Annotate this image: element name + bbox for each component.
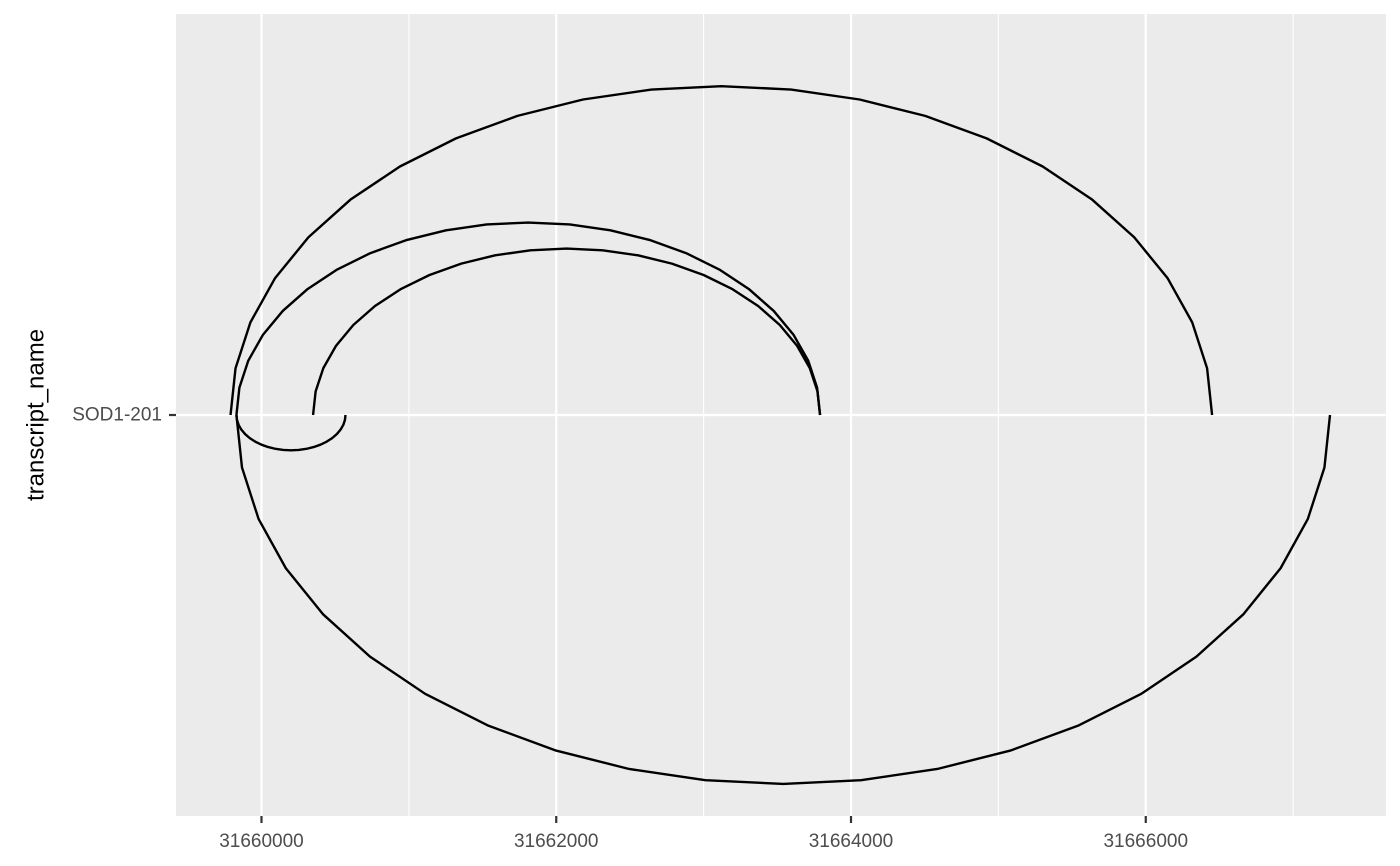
junction-arc <box>235 414 347 452</box>
x-tick-label: 31662000 <box>514 831 599 852</box>
y-axis: SOD1-201 <box>72 405 176 426</box>
junction-arc <box>235 221 822 416</box>
x-tick-label: 31664000 <box>809 831 894 852</box>
junction-arc <box>235 414 1332 786</box>
x-axis: 31660000 31662000 31664000 31666000 <box>219 816 1188 852</box>
junction-arcs <box>229 84 1332 786</box>
junction-arc <box>229 84 1214 416</box>
y-axis-title: transcript_name <box>23 329 50 501</box>
x-tick-label: 31666000 <box>1103 831 1188 852</box>
y-tick-label: SOD1-201 <box>72 405 162 426</box>
major-gridlines <box>176 14 1386 816</box>
junction-arc <box>311 247 822 416</box>
x-tick-label: 31660000 <box>219 831 304 852</box>
